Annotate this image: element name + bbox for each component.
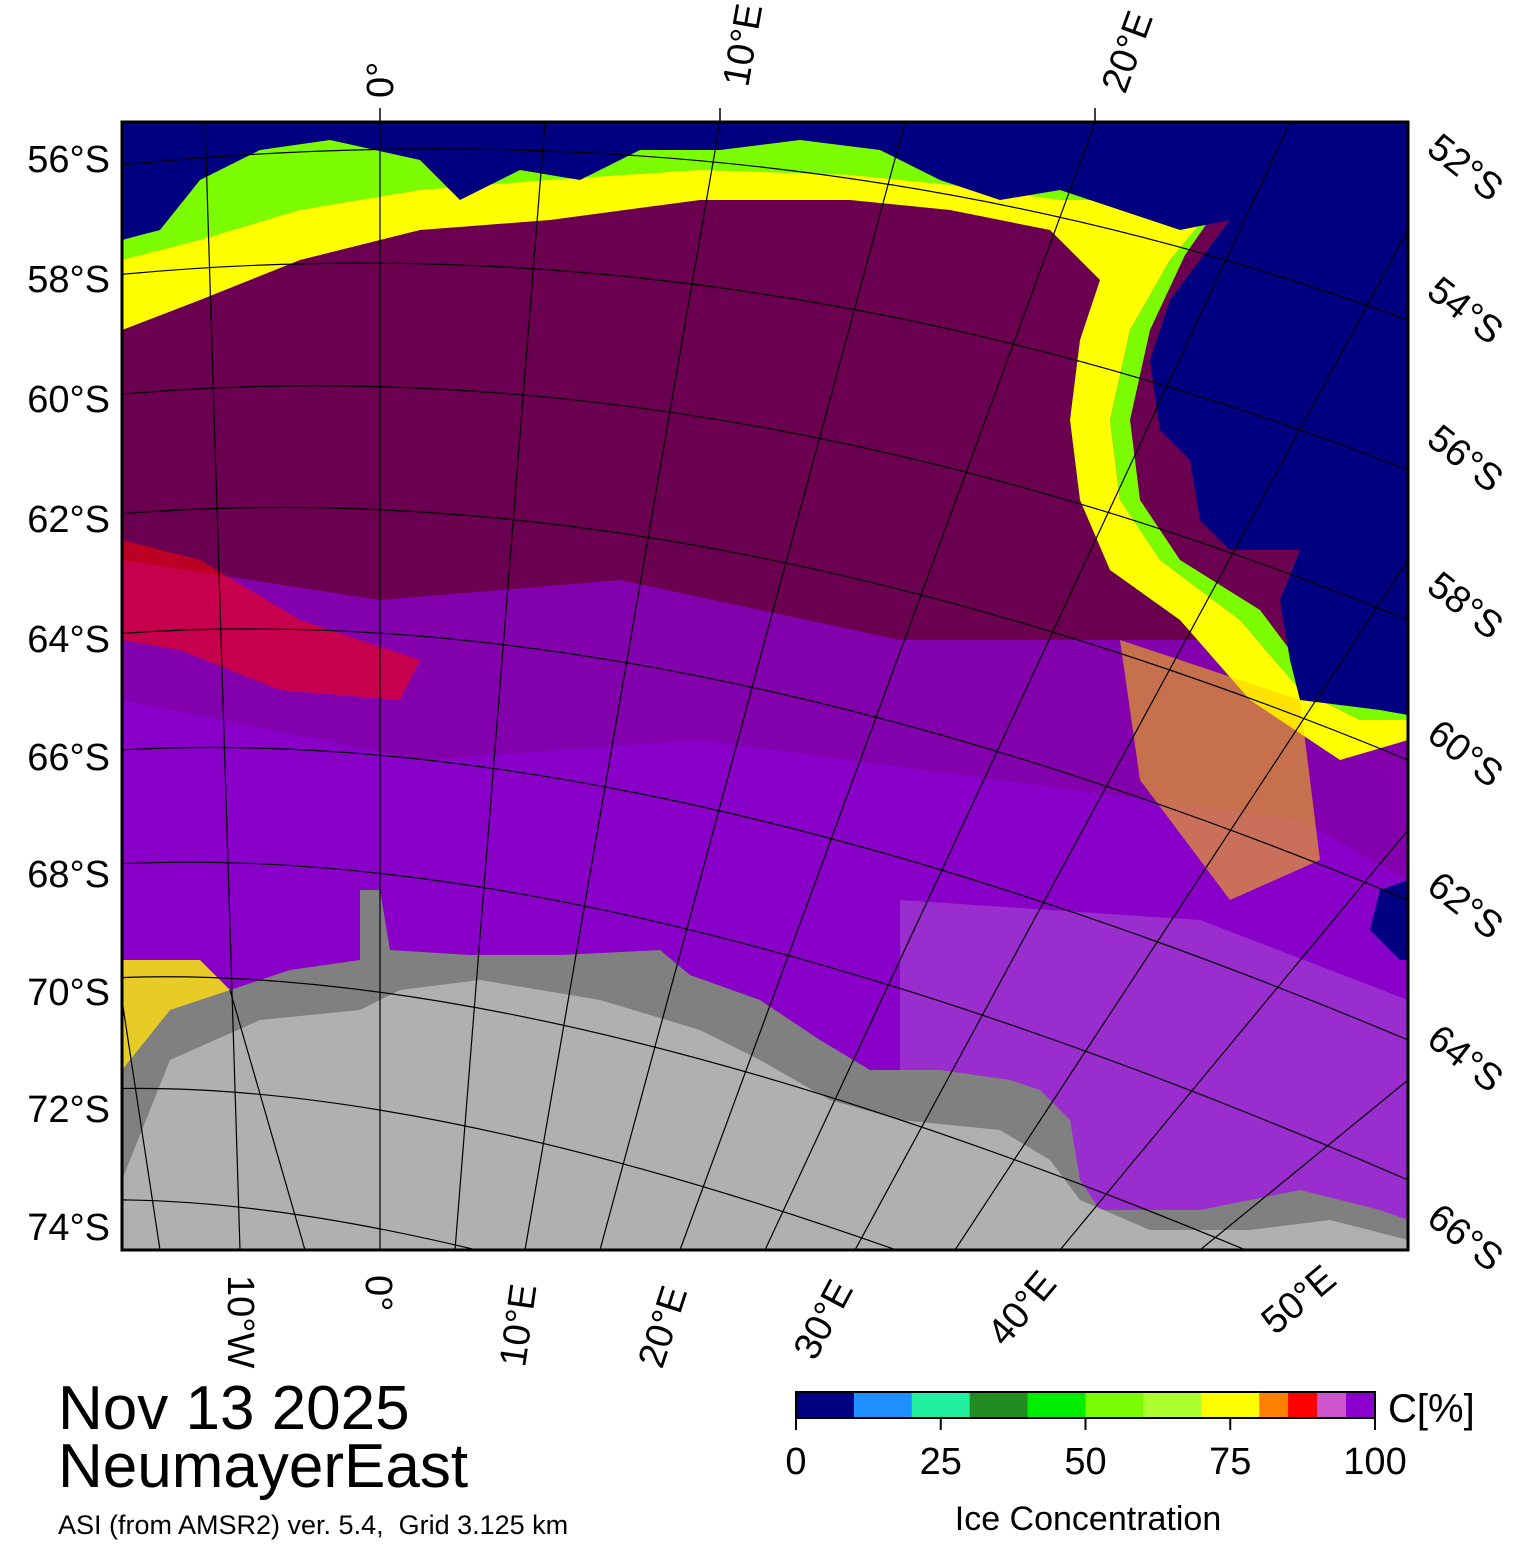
lat-label-left: 70°S bbox=[27, 972, 110, 1014]
colorbar-tick-label: 0 bbox=[785, 1441, 806, 1483]
colorbar-segment bbox=[1346, 1392, 1376, 1418]
colorbar-segment bbox=[796, 1392, 855, 1418]
colorbar-tick-label: 75 bbox=[1209, 1441, 1251, 1483]
map-frame bbox=[120, 120, 1410, 1252]
colorbar: 0 25 50 75 100 C[%] Ice Concentration bbox=[785, 1387, 1474, 1538]
colorbar-segment bbox=[1201, 1392, 1260, 1418]
lat-label-right: 54°S bbox=[1419, 269, 1510, 353]
lat-label-right: 62°S bbox=[1419, 864, 1510, 948]
colorbar-segment bbox=[969, 1392, 1029, 1418]
right-latitude-labels: 52°S 54°S 56°S 58°S 60°S 62°S 64°S 66°S bbox=[1419, 126, 1510, 1280]
top-longitude-labels: 0° 10°E 20°E bbox=[360, 1, 1162, 98]
longitude-lines bbox=[122, 122, 1408, 1250]
lat-label-left: 66°S bbox=[27, 737, 110, 779]
lon-label-bottom: 30°E bbox=[786, 1273, 862, 1366]
lat-label-left: 62°S bbox=[27, 499, 110, 541]
lon-label-top: 10°E bbox=[716, 1, 772, 90]
data-source-note: ASI (from AMSR2) ver. 5.4, Grid 3.125 km bbox=[58, 1510, 569, 1540]
graticule bbox=[122, 122, 1408, 1250]
lat-label-left: 60°S bbox=[27, 379, 110, 421]
colorbar-tick-label: 25 bbox=[920, 1441, 962, 1483]
colorbar-segment bbox=[1143, 1392, 1202, 1418]
bottom-longitude-labels: 10°W 0° 10°E 20°E 30°E 40°E 50°E bbox=[219, 1257, 1344, 1372]
antarctic-continent bbox=[122, 980, 1408, 1250]
latitude-lines bbox=[122, 148, 1408, 1250]
colorbar-segment bbox=[911, 1392, 971, 1418]
colorbar-tick-label: 50 bbox=[1064, 1441, 1106, 1483]
left-latitude-labels: 56°S 58°S 60°S 62°S 64°S 66°S 68°S 70°S … bbox=[27, 139, 110, 1249]
lat-label-right: 60°S bbox=[1419, 712, 1510, 796]
colorbar-segment bbox=[1317, 1392, 1347, 1418]
open-water-north bbox=[122, 122, 1408, 715]
colorbar-tick-label: 100 bbox=[1343, 1441, 1406, 1483]
lon-label-bottom: 10°W bbox=[219, 1275, 261, 1368]
map-layers bbox=[122, 122, 1408, 1250]
lat-label-left: 58°S bbox=[27, 259, 110, 301]
marginal-ice-green bbox=[122, 122, 1408, 720]
lon-label-bottom: 10°E bbox=[492, 1281, 545, 1369]
frame-ticks bbox=[379, 108, 1096, 122]
ice-red-patch-west bbox=[122, 540, 420, 700]
lat-label-left: 72°S bbox=[27, 1089, 110, 1131]
lat-label-left: 64°S bbox=[27, 619, 110, 661]
lon-label-bottom: 40°E bbox=[980, 1263, 1065, 1353]
lat-label-right: 58°S bbox=[1419, 564, 1510, 648]
ice-yellow-patch-east bbox=[1120, 640, 1320, 900]
colorbar-ticks bbox=[795, 1418, 1376, 1430]
lat-label-left: 56°S bbox=[27, 139, 110, 181]
colorbar-segment bbox=[1027, 1392, 1086, 1418]
lat-label-left: 68°S bbox=[27, 854, 110, 896]
lon-label-bottom: 0° bbox=[357, 1275, 399, 1311]
lat-label-right: 66°S bbox=[1419, 1196, 1510, 1280]
colorbar-segment bbox=[1259, 1392, 1289, 1418]
lat-label-right: 52°S bbox=[1419, 126, 1510, 210]
lon-label-bottom: 20°E bbox=[631, 1281, 697, 1373]
lon-label-bottom: 50°E bbox=[1254, 1257, 1344, 1342]
open-water-east-inlet bbox=[1370, 880, 1408, 960]
map-region: NeumayerEast bbox=[58, 1432, 469, 1501]
lat-label-left: 74°S bbox=[27, 1207, 110, 1249]
colorbar-segment bbox=[1085, 1392, 1144, 1418]
colorbar-segment bbox=[1288, 1392, 1318, 1418]
colorbar-unit-label: C[%] bbox=[1388, 1387, 1475, 1431]
lat-label-right: 56°S bbox=[1419, 417, 1510, 501]
map-date: Nov 13 2025 bbox=[58, 1374, 410, 1443]
lat-label-right: 64°S bbox=[1419, 1017, 1510, 1101]
lon-label-top: 0° bbox=[360, 62, 402, 98]
colorbar-title: Ice Concentration bbox=[955, 1500, 1222, 1538]
colorbar-segment bbox=[853, 1392, 913, 1418]
lon-label-top: 20°E bbox=[1094, 6, 1162, 98]
colorbar-segments bbox=[796, 1392, 1376, 1418]
